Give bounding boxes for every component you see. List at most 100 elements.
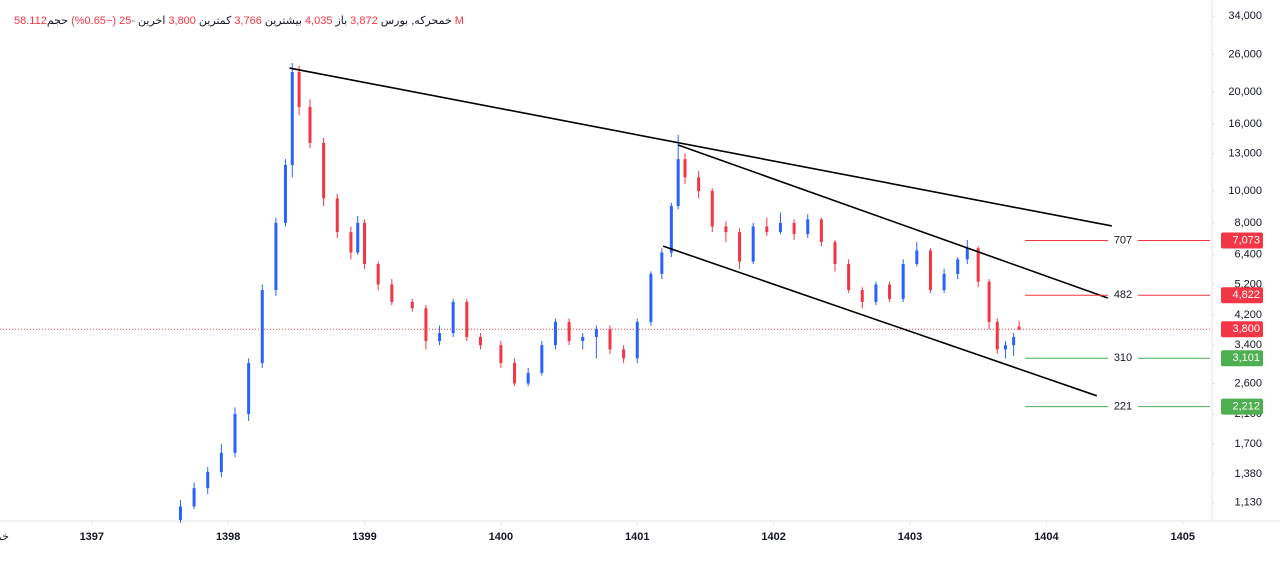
y-tick-label: 8,000 (1234, 217, 1262, 229)
candle-body (233, 413, 237, 453)
candle-body (451, 301, 455, 334)
candle-body (806, 219, 810, 235)
candle-body (778, 222, 782, 233)
candle-body (290, 72, 294, 165)
candle-body (738, 232, 742, 262)
candle-body (915, 250, 919, 264)
y-tick-label: 13,000 (1228, 147, 1262, 159)
trend-line (289, 67, 1112, 227)
header-item: خمحرکه, بورس (380, 15, 452, 27)
candle-body (676, 159, 680, 207)
level-label: 7,073 (1232, 234, 1260, 246)
candle-body (901, 264, 905, 299)
candle-body (297, 72, 301, 108)
trend-line (662, 245, 1098, 397)
candle-body (424, 308, 428, 342)
y-tick-label: 3,400 (1234, 339, 1262, 351)
candle-body (178, 506, 182, 520)
candle-body (499, 345, 503, 364)
x-tick-label: 1401 (625, 531, 649, 543)
level-note-bg (1108, 399, 1138, 414)
candle-body (308, 107, 312, 143)
header-item: اخرین (138, 15, 166, 27)
candle-body (649, 273, 653, 322)
candle-body (410, 301, 414, 309)
level-note: 310 (1114, 352, 1132, 364)
candle-body (274, 222, 278, 291)
y-tick-label: 2,600 (1234, 377, 1262, 389)
candle-body (438, 333, 442, 342)
x-tick-label: 1403 (898, 531, 922, 543)
candle-body (553, 321, 557, 346)
candle-body (192, 488, 196, 507)
header-item: کمترین (198, 15, 232, 27)
x-tick-label: 1400 (489, 531, 513, 543)
candle-body (581, 336, 585, 342)
level-note: 707 (1114, 234, 1132, 246)
candle-body (322, 142, 326, 199)
header-item: 4,035 (304, 15, 333, 27)
candle-body (335, 198, 339, 233)
candle-body (965, 248, 969, 260)
header-item: 3,766 (234, 15, 262, 27)
candle-body (206, 471, 210, 489)
candle-body (376, 264, 380, 285)
level-note-bg (1108, 288, 1138, 303)
candle-body (847, 264, 851, 291)
x-tick-label: 1402 (761, 531, 785, 543)
candle-body (390, 284, 394, 302)
level-label: 3,101 (1232, 352, 1260, 364)
y-tick-label: 1,700 (1234, 438, 1262, 450)
candle-body (356, 222, 360, 253)
candle-body (660, 252, 664, 274)
candle-body (526, 372, 530, 384)
level-label-box (1221, 398, 1263, 415)
legend-header: خمحرکه, بورس3,872باز4,035بیشترین3,766کمت… (14, 14, 467, 27)
x-tick-label: 1405 (1170, 531, 1194, 543)
candle-body (888, 284, 892, 299)
candle-body (710, 191, 714, 227)
x-tick-label: 1397 (80, 531, 104, 543)
candle-body (683, 159, 687, 178)
candle-body (478, 336, 482, 346)
y-tick-label: 1,130 (1234, 496, 1262, 508)
level-note: 482 (1114, 289, 1132, 301)
y-tick-label: 26,000 (1228, 48, 1262, 60)
candle-body (765, 226, 769, 233)
header-item: 58.112M (14, 15, 464, 27)
level-label: 2,212 (1232, 400, 1260, 412)
candle-body (942, 273, 946, 291)
x-tick-label: 1404 (1034, 531, 1059, 543)
candle-body (349, 232, 353, 253)
y-tick-label: 20,000 (1228, 86, 1262, 98)
candle-body (540, 345, 544, 373)
y-tick-label: 10,000 (1228, 185, 1262, 197)
candle-body (995, 321, 999, 350)
x-tick-label: 1399 (352, 531, 376, 543)
y-tick-label: 1,380 (1234, 468, 1262, 480)
level-label: 4,822 (1232, 289, 1260, 301)
x-edge-label: خر (0, 531, 9, 543)
candle-body (622, 349, 626, 359)
candle-body (283, 164, 287, 223)
candle-body (669, 206, 673, 253)
candle-body (819, 219, 823, 242)
level-label-box (1221, 232, 1263, 249)
header-item: باز (335, 15, 348, 27)
y-tick-label: 4,200 (1234, 309, 1262, 321)
candle-body (833, 241, 837, 264)
candle-body (363, 222, 367, 264)
header-item: -25 (−0.65%) (71, 15, 136, 27)
candle-body (219, 452, 223, 472)
candle-body (247, 363, 251, 414)
header-item: 3,800 (168, 15, 196, 27)
candle-body (697, 177, 701, 192)
candle-body (724, 226, 728, 233)
candle-body (956, 259, 960, 274)
candle-body (567, 321, 571, 342)
candle-body (976, 248, 980, 282)
last-price-box (1221, 321, 1263, 338)
